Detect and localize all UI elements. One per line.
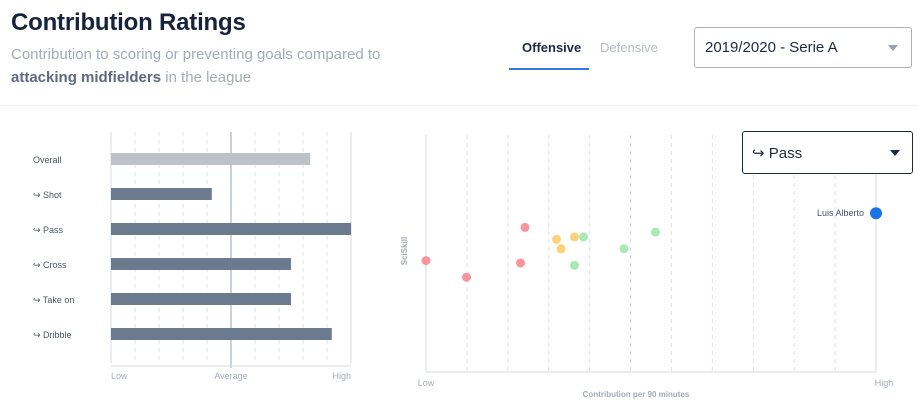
category-label: ↪ Pass [33, 225, 64, 235]
page-title: Contribution Ratings [11, 9, 246, 36]
player-point [570, 232, 579, 242]
caret-down-icon [890, 150, 900, 156]
x-tick-label: High [875, 378, 894, 388]
x-tick-label: Low [418, 378, 435, 388]
player-point [462, 272, 471, 282]
bar [111, 188, 212, 200]
category-label: ↪ Take on [33, 295, 74, 305]
bar [111, 293, 291, 305]
active-tab-indicator [509, 68, 589, 70]
player-point [579, 232, 588, 242]
page-subtitle: Contribution to scoring or preventing go… [11, 43, 411, 89]
tab-offensive[interactable]: Offensive [522, 40, 582, 55]
subtitle-text: Contribution to scoring or preventing go… [11, 46, 381, 63]
player-point [619, 244, 629, 254]
skill-select-value: ↪ Pass [752, 145, 803, 162]
subtitle-suffix: in the league [161, 69, 252, 86]
tick-label: Average [214, 371, 247, 381]
chevron-down-icon [888, 45, 898, 51]
player-point [552, 234, 561, 244]
player-point [516, 258, 525, 268]
bar [111, 258, 291, 270]
contribution-bar-chart: Overall ↪ Shot ↪ Pass ↪ Cross ↪ Take on ↪ Dri… [33, 132, 352, 381]
category-label: Overall [33, 155, 62, 165]
header-divider [0, 105, 918, 106]
tick-label: High [332, 371, 351, 381]
bar [111, 328, 332, 340]
skill-select[interactable]: ↪ Pass [742, 131, 913, 174]
tab-defensive[interactable]: Defensive [600, 40, 658, 55]
subtitle-position: attacking midfielders [11, 69, 162, 86]
season-select-value: 2019/2020 - Serie A [705, 39, 838, 56]
category-label: ↪ Cross [33, 260, 67, 270]
category-label: ↪ Dribble [33, 330, 72, 340]
player-point [570, 260, 579, 270]
tick-label: Low [111, 371, 128, 381]
contribution-scatter-chart: Luis Alberto Low High Contribution per 90 m… [400, 135, 894, 399]
player-point [651, 227, 660, 237]
player-point [556, 244, 566, 254]
highlighted-player-point [870, 207, 882, 220]
bar [111, 153, 311, 165]
highlight-label: Luis Alberto [817, 208, 864, 218]
bar [111, 223, 351, 235]
season-select[interactable]: 2019/2020 - Serie A [694, 27, 912, 68]
player-point [520, 222, 530, 232]
x-axis-label: Contribution per 90 minutes [583, 390, 690, 399]
y-axis-label: SciSkill [400, 237, 409, 265]
category-label: ↪ Shot [33, 190, 62, 200]
player-point [421, 256, 431, 266]
